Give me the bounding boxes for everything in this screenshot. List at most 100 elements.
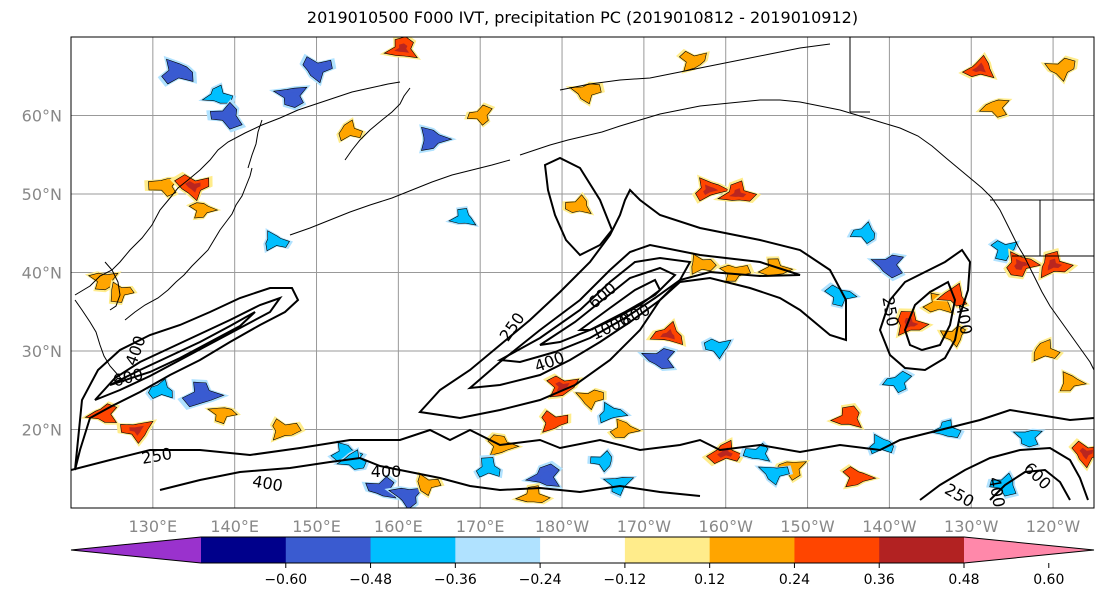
- latitude-tick-labels: 20°N 30°N 40°N 50°N 60°N: [22, 107, 62, 440]
- precip-anomaly-patch: [157, 55, 197, 87]
- precip-anomaly-patch: [269, 416, 306, 443]
- precip-anomaly-patch: [587, 448, 614, 475]
- colorbar-tick-label: 0.48: [948, 572, 979, 588]
- precip-anomaly-patch: [1009, 428, 1046, 450]
- colorbar-tick-label: 0.24: [779, 572, 810, 588]
- precip-anomaly-patch: [419, 124, 457, 154]
- colorbar-segment: [285, 537, 372, 563]
- ivt-contour-1000-central: [576, 278, 662, 331]
- precip-anomaly-patch: [676, 48, 710, 74]
- colorbar-segment: [624, 537, 711, 563]
- precip-anomaly-patch: [299, 53, 337, 87]
- precip-anomaly-patch: [846, 218, 878, 247]
- lon-tick-label: 160°E: [374, 517, 423, 536]
- ivt-contour-400-east: [903, 280, 957, 352]
- precip-anomaly-patch: [932, 280, 970, 309]
- chart-title: 2019010500 F000 IVT, precipitation PC (2…: [306, 8, 859, 27]
- ivt-contours: [71, 156, 1094, 501]
- precip-anomaly-patch: [511, 483, 555, 505]
- colorbar-tick-label: −0.24: [519, 572, 562, 588]
- precip-anomaly-patch: [986, 470, 1019, 499]
- colorbar-tick-label: −0.60: [264, 572, 307, 588]
- lon-tick-label: 170°W: [617, 517, 672, 536]
- precip-anomaly-patch: [713, 177, 762, 203]
- precip-anomaly-patch: [108, 279, 138, 306]
- lat-tick-label: 60°N: [22, 107, 62, 126]
- precip-anomaly-patch: [1068, 438, 1094, 472]
- coastline-japan: [124, 167, 253, 321]
- ivt-contour-400-central: [466, 243, 801, 390]
- colorbar-outline: [70, 536, 1095, 564]
- ivt-contour-label: 400: [371, 462, 402, 481]
- longitude-tick-labels: 130°E 140°E 150°E 160°E 170°E 180°W 170°W 160°W…: [129, 517, 1081, 536]
- precip-anomaly-patch: [445, 206, 479, 227]
- lon-tick-label: 160°W: [699, 517, 754, 536]
- precip-anomaly-patch: [701, 437, 746, 467]
- ivt-contour-600-west: [109, 311, 256, 386]
- precip-anomaly-patch: [826, 403, 865, 430]
- ivt-contour-250-south: [71, 408, 1094, 471]
- ivt-contour-600-southeast: [989, 468, 1071, 501]
- precip-anomaly-patch: [336, 117, 366, 144]
- precip-anomaly-patch: [543, 373, 584, 400]
- lon-tick-label: 150°W: [780, 517, 835, 536]
- lon-tick-label: 130°E: [129, 517, 178, 536]
- colorbar: −0.60 −0.48 −0.36 −0.24 −0.12 0.12 0.24 0.36 0.4…: [70, 536, 1095, 588]
- colorbar-segment: [879, 537, 965, 563]
- colorbar-segment: [709, 537, 795, 563]
- precip-anomaly-patch: [1057, 369, 1091, 393]
- precip-pc-anomalies: [80, 37, 1094, 508]
- colorbar-extend-low: [71, 537, 201, 563]
- lat-tick-label: 40°N: [22, 264, 62, 283]
- lon-tick-label: 120°W: [1026, 517, 1081, 536]
- precip-anomaly-patch: [691, 174, 735, 204]
- precip-anomaly-patch: [361, 473, 400, 501]
- colorbar-segment: [370, 537, 456, 563]
- precip-anomaly-patch: [562, 191, 595, 216]
- precip-anomaly-patch: [645, 317, 687, 347]
- colorbar-tick-label: 0.60: [1033, 572, 1064, 588]
- coastline-kamchatka: [344, 87, 411, 161]
- precip-anomaly-patch: [606, 416, 645, 440]
- colorbar-segment: [540, 537, 626, 563]
- precip-anomaly-patch: [700, 337, 735, 362]
- precip-anomaly-patch: [987, 238, 1021, 264]
- precip-anomaly-patch: [596, 399, 632, 426]
- lon-tick-label: 170°E: [456, 517, 505, 536]
- colorbar-tick-label: 0.36: [864, 572, 895, 588]
- precip-anomaly-patch: [204, 406, 241, 427]
- precip-anomaly-patch: [269, 85, 311, 111]
- ivt-contour-250-upper-arm: [543, 156, 614, 257]
- ivt-contour-400-south: [159, 456, 701, 497]
- precip-anomaly-patch: [689, 251, 721, 277]
- lat-tick-label: 30°N: [22, 342, 62, 361]
- coastline-alaska-north: [559, 43, 831, 91]
- colorbar-extend-high: [964, 537, 1094, 563]
- lon-tick-label: 140°W: [862, 517, 917, 536]
- colorbar-tick-label: −0.12: [603, 572, 646, 588]
- colorbar-tick-label: 0.12: [694, 572, 725, 588]
- precip-anomaly-patch: [177, 379, 230, 410]
- coastline-sakhalin: [247, 119, 263, 169]
- precip-anomaly-patch: [637, 345, 679, 372]
- precip-anomaly-patch: [169, 171, 213, 205]
- precip-anomaly-patch: [186, 200, 222, 221]
- ivt-contour-250-central: [418, 188, 847, 420]
- precip-anomaly-patch: [878, 368, 916, 396]
- coastline-asia-south: [74, 299, 125, 383]
- plot-frame: [70, 36, 1095, 509]
- ivt-contour-250-east: [878, 248, 972, 372]
- ivt-contour-250-west: [74, 287, 300, 471]
- ivt-contour-600-central: [496, 256, 692, 364]
- precip-anomaly-patch: [263, 228, 293, 254]
- precip-anomaly-patch: [565, 81, 605, 107]
- precip-anomaly-patch: [839, 464, 881, 490]
- precip-anomaly-patch: [206, 99, 247, 133]
- lon-tick-label: 130°W: [944, 517, 999, 536]
- precip-anomaly-patch: [1040, 55, 1079, 85]
- colorbar-tick-label: −0.36: [434, 572, 477, 588]
- precip-anomaly-patch: [958, 52, 998, 80]
- precip-anomaly-patch: [975, 98, 1013, 120]
- precip-anomaly-patch: [384, 486, 428, 508]
